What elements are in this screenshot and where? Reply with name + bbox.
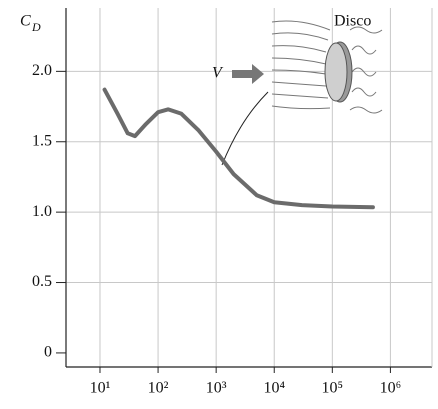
- x-tick-label: 10⁴: [263, 380, 285, 397]
- x-tick-label: 10¹: [90, 380, 111, 397]
- x-tick-label: 10⁶: [380, 380, 402, 397]
- velocity-label: V: [212, 65, 224, 82]
- disc-illustration: [221, 20, 383, 166]
- disc-face: [324, 42, 348, 102]
- x-tick-label: 10²: [148, 380, 169, 397]
- y-tick-label: 2.0: [32, 62, 52, 79]
- annotation: Disco: [334, 13, 371, 30]
- y-tick-label: 1.5: [32, 132, 52, 149]
- y-label-sub: D: [31, 20, 41, 34]
- data-line: [102, 87, 375, 210]
- x-tick-label: 10³: [206, 380, 227, 397]
- y-tick-label: 1.0: [32, 203, 52, 220]
- velocity-arrow: [232, 64, 264, 84]
- y-tick-label: 0.5: [32, 273, 52, 290]
- x-tick-label: 10⁵: [322, 380, 344, 397]
- y-tick-label: 0: [44, 344, 52, 361]
- y-label: C: [20, 13, 31, 30]
